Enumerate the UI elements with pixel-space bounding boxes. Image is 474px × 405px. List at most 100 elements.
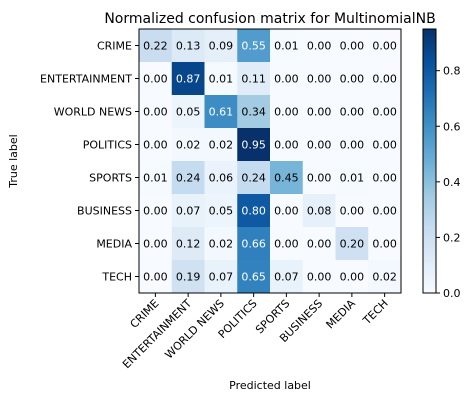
cell-value-label: 0.65 xyxy=(241,271,266,284)
cell-value-label: 0.00 xyxy=(143,139,168,152)
cell-value-label: 0.12 xyxy=(176,238,201,251)
x-tick-label: MEDIA xyxy=(324,297,359,332)
cell-value-label: 0.00 xyxy=(143,205,168,218)
heatmap-cell xyxy=(171,128,205,162)
heatmap-cell xyxy=(237,194,271,228)
cell-value-label: 0.20 xyxy=(340,238,365,251)
y-tick-label: WORLD NEWS xyxy=(54,106,132,119)
heatmap-cell xyxy=(270,227,304,261)
cell-value-label: 0.19 xyxy=(176,271,201,284)
cell-value-label: 0.09 xyxy=(209,40,234,53)
heatmap-cell xyxy=(302,62,336,96)
y-tick-label: POLITICS xyxy=(83,139,132,152)
heatmap-cell xyxy=(204,194,238,228)
cell-value-label: 0.00 xyxy=(340,139,365,152)
heatmap-cell xyxy=(204,29,238,63)
heatmap-cell xyxy=(368,95,402,129)
cell-value-label: 0.02 xyxy=(209,238,234,251)
heatmap-cell xyxy=(171,260,205,294)
heatmap-cell xyxy=(171,62,205,96)
heatmap-cell xyxy=(335,227,369,261)
cell-value-label: 0.80 xyxy=(241,205,266,218)
cell-value-label: 0.00 xyxy=(274,106,299,119)
heatmap-cell xyxy=(270,194,304,228)
heatmap-cell xyxy=(204,62,238,96)
y-tick-label: SPORTS xyxy=(89,172,132,185)
cell-value-label: 0.02 xyxy=(372,271,397,284)
heatmap-cell xyxy=(171,227,205,261)
heatmap-cell xyxy=(270,95,304,129)
heatmap-cell xyxy=(335,95,369,129)
cell-value-label: 0.00 xyxy=(143,271,168,284)
cell-value-label: 0.00 xyxy=(307,73,332,86)
heatmap-cell xyxy=(335,260,369,294)
cell-value-label: 0.34 xyxy=(241,106,266,119)
cell-value-label: 0.00 xyxy=(143,73,168,86)
heatmap-cell xyxy=(237,95,271,129)
heatmap-cell xyxy=(237,29,271,63)
heatmap-cell xyxy=(302,260,336,294)
heatmap-cell xyxy=(204,260,238,294)
cell-value-label: 0.00 xyxy=(307,271,332,284)
cell-value-label: 0.00 xyxy=(372,40,397,53)
y-tick-labels: CRIME ENTERTAINMENT WORLD NEWS POLITICS SPOR… xyxy=(40,40,139,284)
cell-value-label: 0.00 xyxy=(340,271,365,284)
cell-value-label: 0.87 xyxy=(176,73,201,86)
cell-value-label: 0.05 xyxy=(209,205,234,218)
cell-value-label: 0.00 xyxy=(372,205,397,218)
heatmap-cell xyxy=(335,29,369,63)
cell-value-label: 0.00 xyxy=(372,106,397,119)
heatmap-cell xyxy=(139,62,173,96)
heatmap-cell xyxy=(368,161,402,195)
heatmap-cell xyxy=(139,161,173,195)
heatmap-cell xyxy=(368,194,402,228)
heatmap-cell xyxy=(171,194,205,228)
cell-value-label: 0.01 xyxy=(209,73,234,86)
colorbar-tick-label: 0.2 xyxy=(443,231,461,244)
cell-value-label: 0.66 xyxy=(241,238,266,251)
heatmap-cell xyxy=(302,128,336,162)
heatmap-cell xyxy=(302,29,336,63)
heatmap-cell xyxy=(270,260,304,294)
heatmap-cell xyxy=(335,194,369,228)
cell-value-label: 0.00 xyxy=(340,205,365,218)
heatmap-cell xyxy=(171,95,205,129)
colorbar-tick-label: 0.4 xyxy=(443,176,461,189)
heatmap-cell xyxy=(139,95,173,129)
cell-value-label: 0.11 xyxy=(241,73,266,86)
heatmap-cell xyxy=(335,128,369,162)
cell-value-label: 0.00 xyxy=(340,40,365,53)
heatmap-cell xyxy=(368,128,402,162)
heatmap-cell xyxy=(237,260,271,294)
chart-title: Normalized confusion matrix for Multinom… xyxy=(104,11,435,27)
heatmap-cell xyxy=(368,227,402,261)
cell-value-label: 0.08 xyxy=(307,205,332,218)
heatmap-cell xyxy=(204,227,238,261)
cell-value-label: 0.00 xyxy=(274,205,299,218)
heatmap-cell xyxy=(139,29,173,63)
cell-value-label: 0.00 xyxy=(307,238,332,251)
cell-value-label: 0.24 xyxy=(241,172,266,185)
heatmap-cell xyxy=(237,227,271,261)
cell-value-label: 0.00 xyxy=(307,40,332,53)
heatmap-cell xyxy=(171,29,205,63)
cell-value-label: 0.01 xyxy=(274,40,299,53)
x-tick-label: TECH xyxy=(360,297,391,328)
heatmap-cell xyxy=(368,62,402,96)
cell-value-label: 0.00 xyxy=(307,172,332,185)
cell-value-label: 0.00 xyxy=(274,73,299,86)
cell-value-label: 0.22 xyxy=(143,40,168,53)
heatmap-cell xyxy=(270,128,304,162)
cell-value-label: 0.00 xyxy=(274,238,299,251)
cell-value-label: 0.07 xyxy=(274,271,299,284)
cell-value-label: 0.07 xyxy=(209,271,234,284)
plot-frame xyxy=(138,28,402,294)
cell-value-label: 0.00 xyxy=(372,172,397,185)
cell-value-label: 0.61 xyxy=(209,106,234,119)
heatmap-cell xyxy=(302,194,336,228)
cell-value-label: 0.02 xyxy=(209,139,234,152)
heatmap-cell xyxy=(139,227,173,261)
heatmap-cell xyxy=(335,62,369,96)
heatmap-cell xyxy=(237,128,271,162)
